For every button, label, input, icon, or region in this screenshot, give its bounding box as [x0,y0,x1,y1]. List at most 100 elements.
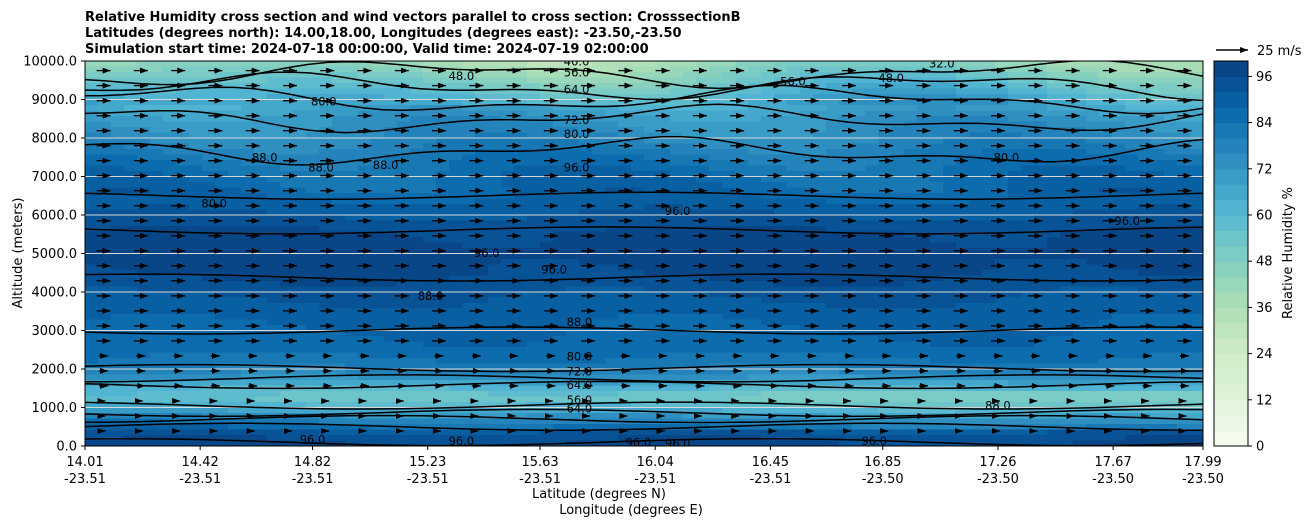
y-tick-label: 10000.0 [23,55,77,70]
x-tick-label-longitude: -23.50 [977,472,1019,487]
contour-label: 56.0 [567,393,593,407]
contour-label: 64.0 [567,378,593,392]
contour-line [85,401,1203,410]
x-tick-label-latitude: 14.82 [294,455,331,470]
x-axis-label-longitude: Longitude (degrees E) [559,503,703,518]
x-tick-label-latitude: 16.04 [637,455,674,470]
x-tick-label-latitude: 16.45 [752,455,789,470]
x-tick-label-latitude: 17.99 [1184,455,1221,470]
contour-label: 72.0 [564,113,590,127]
contour-label: 56.0 [780,74,806,88]
x-tick-label-longitude: -23.51 [519,472,561,487]
x-tick-label-latitude: 17.26 [979,455,1016,470]
x-tick-label-longitude: -23.50 [862,472,904,487]
contour-labels: 80.072.064.056.064.088.096.080.072.064.0… [201,54,1140,450]
colorbar-band [1214,415,1248,432]
x-tick-label-latitude: 16.85 [864,455,901,470]
contour-label: 88.0 [418,289,444,303]
contour-label: 88.0 [308,161,334,175]
contour-label: 96.0 [861,434,887,448]
colorbar-band [1214,199,1248,216]
colorbar-frame [1213,60,1249,447]
contour-label: 64.0 [567,402,593,416]
colorbar-band [1214,215,1248,231]
colorbar-band [1214,107,1248,124]
quiver-key: 25 m/s [1216,44,1302,59]
contour-label: 96.0 [665,436,691,450]
contour-line [85,103,1203,134]
contour-label: 96.0 [474,246,500,260]
x-axis: 14.01 -23.51 14.42 -23.51 14.82 -23.51 15.23 -2… [64,446,1224,487]
colorbar-tick-label: 12 [1256,393,1273,408]
humidity-fill [85,61,1203,446]
x-tick-label-latitude: 14.42 [182,455,219,470]
colorbar-band [1214,369,1248,385]
quiver-key-label: 25 m/s [1257,44,1302,59]
chart-title-line-3: Simulation start time: 2024-07-18 00:00:… [85,42,649,57]
contour-label: 88.0 [373,158,399,172]
contour-label: 96.0 [665,204,691,218]
colorbar-tick-label: 84 [1256,116,1273,131]
y-tick-label: 6000.0 [32,209,78,224]
contour-label: 96.0 [449,434,475,448]
contour-label: 80.0 [994,150,1020,164]
colorbar-band [1214,153,1248,170]
y-tick-label: 4000.0 [32,286,78,301]
contour-label: 72.0 [567,365,593,379]
colorbar-tick-label: 36 [1256,301,1273,316]
contour-label: 96.0 [626,436,652,450]
contour-label: 96.0 [1114,214,1140,228]
contour-label: 80.0 [567,349,593,363]
x-tick-label-latitude: 15.63 [521,455,558,470]
y-tick-label: 2000.0 [32,363,78,378]
colorbar-band [1214,122,1248,139]
contour-line [85,363,1203,373]
x-tick-label-longitude: -23.51 [634,472,676,487]
colorbar-band [1214,184,1248,201]
y-tick-label: 3000.0 [32,324,78,339]
colorbar-tick-label: 96 [1256,70,1273,85]
contour-label: 40.0 [564,54,590,68]
contour-line [85,61,1203,90]
colorbar-tick-label: 48 [1256,255,1273,270]
colorbar-band [1214,91,1248,108]
contour-line [85,191,1203,200]
x-tick-label-longitude: -23.50 [1182,472,1224,487]
contour-label: 96.0 [564,161,590,175]
colorbar-band [1214,245,1248,262]
colorbar-band [1214,430,1248,447]
colorbar-band [1214,276,1248,293]
contour-label: 80.0 [201,196,227,210]
contour-line [85,226,1203,235]
colorbar-band [1214,384,1248,401]
contour-label: 96.0 [300,433,326,447]
x-tick-label-latitude: 15.23 [409,455,446,470]
chart-title-line-2: Latitudes (degrees north): 14.00,18.00, … [85,26,682,41]
y-tick-label: 0.0 [56,440,77,455]
y-tick-label: 1000.0 [32,401,78,416]
x-tick-label-longitude: -23.51 [292,472,334,487]
colorbar-band [1214,261,1248,278]
colorbar-band [1214,338,1248,355]
contour-label: 32.0 [929,57,955,71]
y-axis-label: Altitude (meters) [11,198,26,309]
contour-label: 48.0 [449,69,475,83]
colorbar: 0 12 24 36 48 60 72 84 96 [1213,60,1273,455]
contour-label: 88.0 [252,150,278,164]
colorbar-band [1214,138,1248,154]
contour-label: 88.0 [985,399,1011,413]
y-axis: 0.0 1000.0 2000.0 3000.0 4000.0 5000.0 6000.0 7… [23,55,85,455]
contour-label: 80.0 [564,127,590,141]
wind-vectors [96,67,1192,434]
contour-line [85,422,1203,431]
contour-label: 56.0 [564,66,590,80]
contour-label: 48.0 [878,71,904,85]
x-tick-label-longitude: -23.51 [407,472,449,487]
contour-line [85,326,1203,335]
chart-title-line-1: Relative Humidity cross section and wind… [85,10,741,25]
contour-line [85,380,1203,390]
contour-line [85,71,1203,102]
y-tick-label: 7000.0 [32,170,78,185]
x-axis-label-latitude: Latitude (degrees N) [532,487,666,502]
